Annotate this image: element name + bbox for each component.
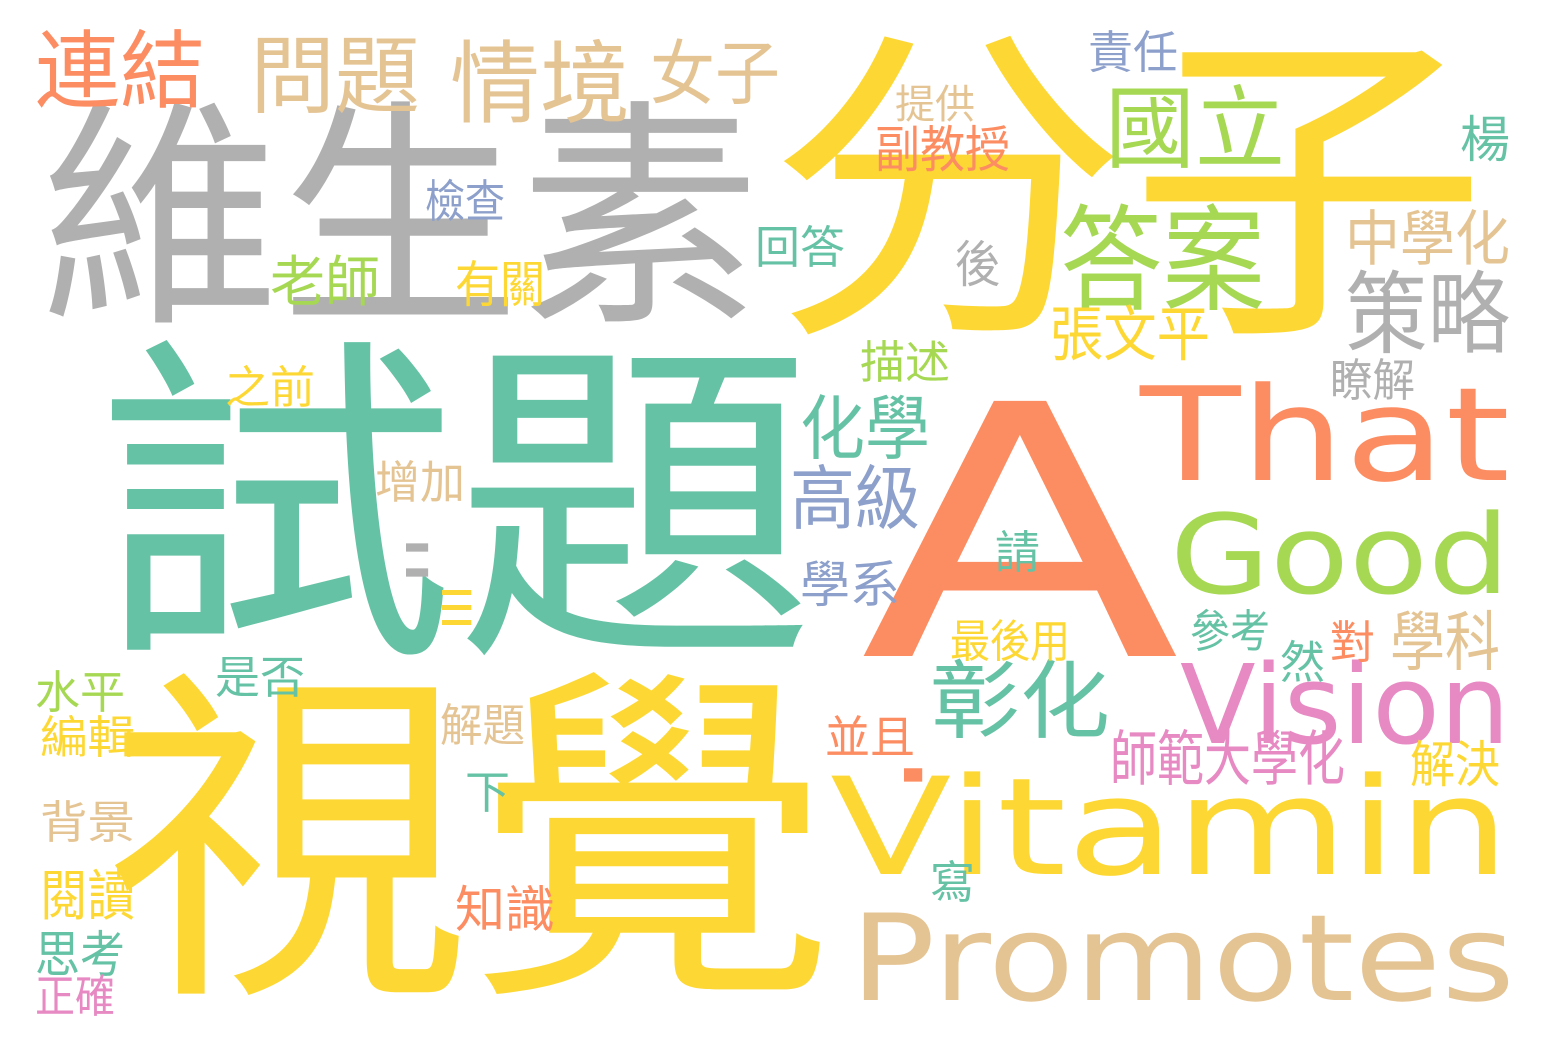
word-shifou: 是否 xyxy=(215,651,305,704)
word-fujiaoshou: 副教授 xyxy=(875,120,1011,180)
word-zuihouyong: 最後用 xyxy=(950,616,1071,669)
word-shifan: 師範大學化 xyxy=(1110,724,1345,796)
word-fenzi: 分子 xyxy=(768,1,1488,385)
word-huaxue: 化學 xyxy=(800,389,931,471)
word-zhishi: 知識 xyxy=(455,881,555,939)
word-promotes: Promotes xyxy=(850,890,1516,1029)
word-zhongxuehua: 中學化 xyxy=(1345,204,1510,275)
word-vision: Vision xyxy=(1180,641,1510,769)
word-zhangwenping: 張文平 xyxy=(1050,299,1211,371)
word-cankao: 參考 xyxy=(1190,606,1271,659)
word-bingqie: 並且 xyxy=(825,711,915,764)
word-that: That xyxy=(1140,359,1510,511)
word-jiejue: 解決 xyxy=(1410,735,1500,795)
word-vitamin: Vitamin xyxy=(830,749,1510,906)
word-weishengsu: 維生素 xyxy=(40,80,761,360)
word-zhengque: 正確 xyxy=(35,971,116,1024)
word-nuzi: 女子 xyxy=(650,34,781,116)
word-good: Good xyxy=(1170,491,1510,619)
word-ii: II xyxy=(398,535,433,586)
word-qing: 請 xyxy=(995,525,1040,580)
word-beijing: 背景 xyxy=(40,796,136,849)
word-shuiping: 水平 xyxy=(35,666,125,719)
word-miaoshu: 描述 xyxy=(860,336,950,389)
word-xia: 下 xyxy=(465,765,510,820)
word-youguan: 有關 xyxy=(455,255,545,315)
word-wenti: 問題 xyxy=(250,28,421,127)
word-ran: 然 xyxy=(1280,635,1325,690)
word-jiancha: 檢查 xyxy=(425,176,506,229)
word-xuexi: 學系 xyxy=(800,556,900,614)
word-xueke: 學科 xyxy=(1390,604,1501,680)
word-qingjing: 情境 xyxy=(450,32,630,137)
word-iii: III xyxy=(432,585,478,630)
word-hou: 後 xyxy=(955,235,1000,295)
word-laoshi: 老師 xyxy=(270,250,381,314)
word-bianji: 編輯 xyxy=(40,711,136,764)
word-huida: 回答 xyxy=(755,221,845,274)
word-xie: 寫 xyxy=(930,855,975,910)
word-guoli: 國立 xyxy=(1105,77,1285,182)
word-jieti: 解題 xyxy=(440,700,526,753)
word-shiti: 試題 xyxy=(95,312,815,708)
word-zhanghua: 彰化 xyxy=(930,653,1110,752)
word-tigong: 提供 xyxy=(895,82,975,128)
word-liaojie: 瞭解 xyxy=(1330,355,1416,408)
word-celue: 策略 xyxy=(1345,262,1510,368)
word-i: I xyxy=(898,755,927,795)
word-dui: 對 xyxy=(1330,615,1375,670)
word-a: A xyxy=(860,331,1181,739)
word-zeren: 責任 xyxy=(1088,26,1178,79)
word-yang: 楊 xyxy=(1460,111,1510,169)
word-yuedu: 閱讀 xyxy=(40,865,136,930)
word-sikao: 思考 xyxy=(35,925,125,985)
word-zengjia: 增加 xyxy=(375,456,465,509)
word-zhiqian: 之前 xyxy=(225,361,315,414)
word-gaoji: 高級 xyxy=(790,459,921,541)
word-shijue: 視覺 xyxy=(105,641,836,1049)
word-lianjie: 連結 xyxy=(35,23,206,122)
word-daan: 答案 xyxy=(1060,194,1266,329)
